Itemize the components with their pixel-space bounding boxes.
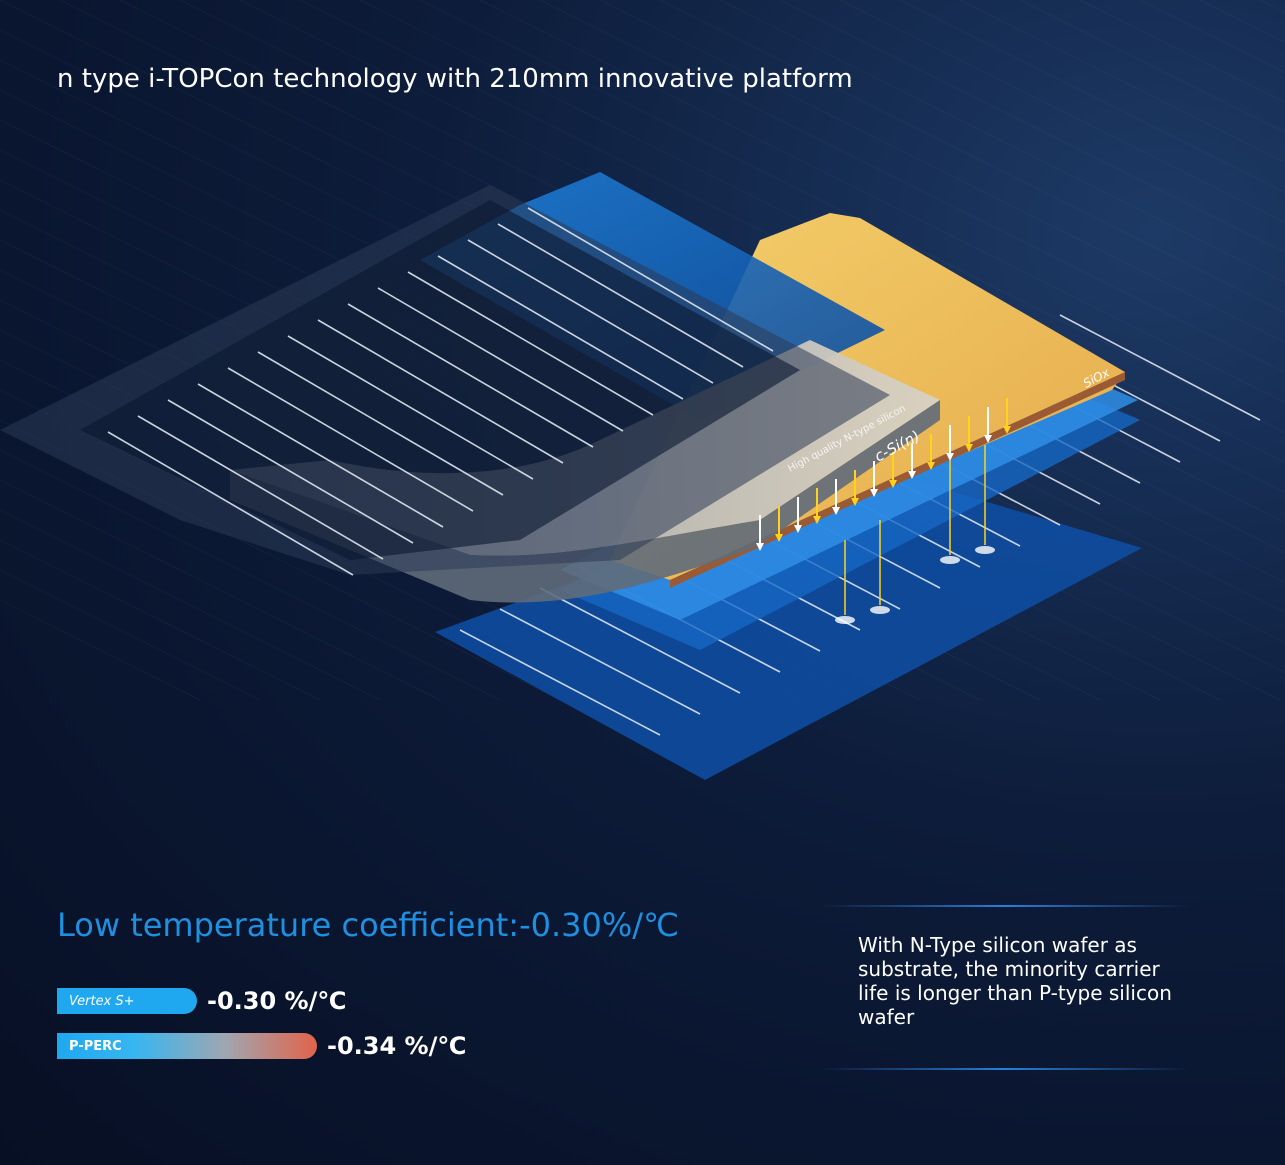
arrow-head: [889, 480, 897, 488]
bg-stripe: [0, 569, 261, 701]
back-board: [435, 470, 1142, 780]
busbar: [1059, 314, 1261, 421]
bg-stripe: [839, 0, 1285, 224]
headline: Low temperature coefficient:-0.30%/℃: [57, 906, 679, 944]
arrow-head: [965, 444, 973, 452]
finger: [437, 255, 684, 400]
bg-stripe: [479, 0, 1285, 404]
divider: [820, 905, 1190, 907]
finger: [407, 271, 654, 416]
bg-stripe: [0, 539, 321, 701]
busbar: [499, 608, 701, 715]
bg-stripe: [1019, 0, 1285, 134]
bar-label: P-PERC: [57, 1033, 317, 1059]
arrow-head: [946, 453, 954, 461]
arrow-head: [870, 489, 878, 497]
bg-stripe: [1139, 0, 1285, 74]
arrow-head: [1003, 426, 1011, 434]
arrow-head: [756, 543, 764, 551]
bar-label: Vertex S+: [57, 988, 197, 1014]
bg-stripe: [599, 0, 1285, 344]
finger: [317, 319, 564, 464]
busbar: [539, 587, 741, 694]
bg-stripe: [719, 0, 1285, 284]
arrow-head: [832, 507, 840, 515]
finger: [167, 399, 414, 544]
bg-stripe: [899, 0, 1285, 194]
title: n type i-TOPCon technology with 210mm in…: [57, 64, 853, 94]
finger: [227, 367, 474, 512]
bg-stripe: [0, 389, 621, 701]
arrow-head: [813, 516, 821, 524]
arrow-head: [984, 435, 992, 443]
finger: [377, 287, 624, 432]
bg-stripe: [0, 419, 561, 701]
finger: [287, 335, 534, 480]
carrier-glow: [835, 616, 855, 624]
row: Vertex S+ -0.30 %/℃: [57, 987, 347, 1015]
gold-edge: [670, 372, 1125, 588]
bg-stripe: [0, 449, 501, 701]
finger: [497, 223, 744, 368]
finger: [137, 415, 384, 560]
carrier-glow: [870, 606, 890, 614]
bg-stripe: [0, 479, 441, 701]
finger: [527, 207, 774, 352]
finger: [347, 303, 594, 448]
bg-stripe: [959, 0, 1285, 164]
arrow-head: [908, 471, 916, 479]
arrow-head: [794, 525, 802, 533]
arrow-head: [927, 462, 935, 470]
row: P-PERC -0.34 %/℃: [57, 1032, 467, 1060]
bg-stripe: [779, 0, 1285, 254]
divider: [820, 1068, 1190, 1070]
bg-stripe: [1199, 0, 1285, 44]
bg-stripe: [419, 0, 1285, 434]
bg-stripe: [0, 509, 381, 701]
finger: [257, 351, 504, 496]
carrier-glow: [940, 556, 960, 564]
arrow-head: [775, 534, 783, 542]
finger: [197, 383, 444, 528]
description: With N-Type silicon wafer as substrate, …: [858, 933, 1172, 1029]
finger: [107, 431, 354, 576]
dark-cell: [80, 200, 800, 560]
finger: [467, 239, 714, 384]
bg-stripe: [659, 0, 1285, 314]
bg-stripe: [539, 0, 1285, 374]
bg-stripe: [1259, 0, 1285, 14]
row-value: -0.34 %/℃: [327, 1032, 467, 1060]
busbar: [459, 629, 661, 736]
carrier-glow: [975, 546, 995, 554]
row-value: -0.30 %/℃: [207, 987, 347, 1015]
arrow-head: [851, 498, 859, 506]
